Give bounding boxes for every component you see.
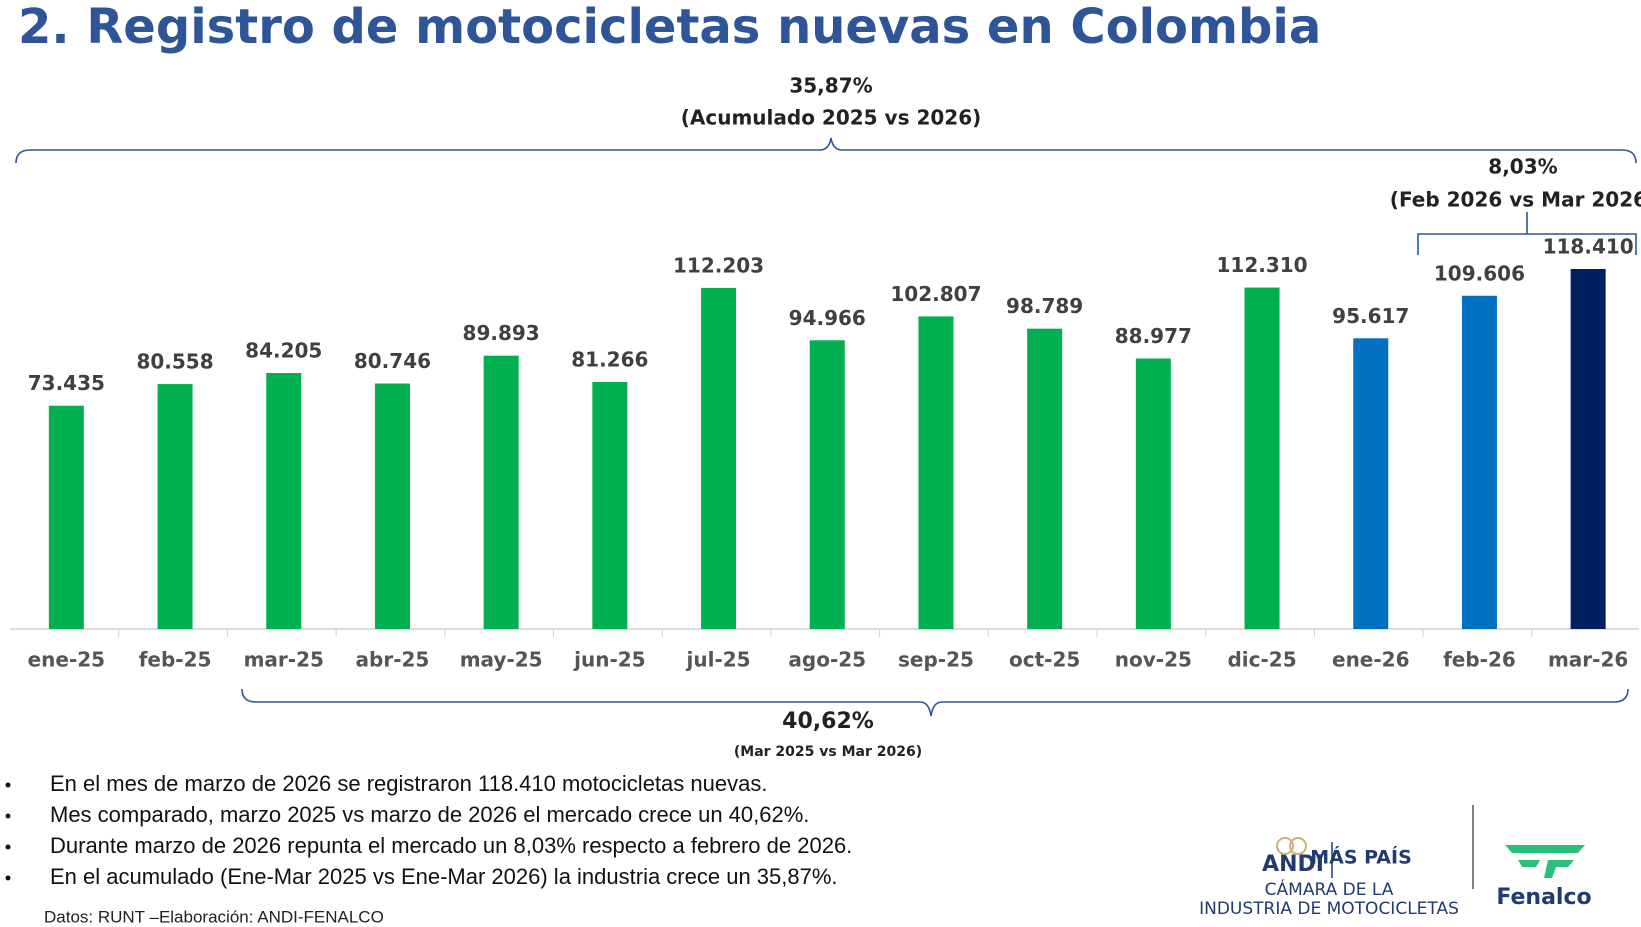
x-tick-label: may-25 — [460, 648, 543, 672]
x-tick-label: dic-25 — [1227, 648, 1296, 672]
x-tick-label: nov-25 — [1115, 648, 1192, 672]
annotation-note: (Mar 2025 vs Mar 2026) — [734, 744, 922, 760]
x-tick-label: ene-25 — [28, 648, 106, 672]
bar — [1461, 295, 1497, 629]
annotation-value: 35,87% — [789, 74, 872, 98]
logo-caption: INDUSTRIA DE MOTOCICLETAS — [1199, 899, 1459, 919]
value-label: 84.205 — [245, 338, 322, 362]
x-tick-label: oct-25 — [1009, 648, 1080, 672]
x-tick-label: feb-25 — [139, 648, 212, 672]
x-tick-label: mar-25 — [244, 648, 324, 672]
bar — [1570, 269, 1606, 629]
brace — [15, 137, 1637, 164]
slide-title: 2. Registro de motocicletas nuevas en Co… — [18, 0, 1321, 55]
value-label: 89.893 — [463, 321, 540, 345]
bar — [1135, 358, 1171, 629]
brace — [241, 688, 1629, 717]
bullet-dot — [5, 875, 11, 881]
bar — [374, 383, 410, 629]
bullet-dot — [5, 782, 11, 788]
value-label: 98.789 — [1006, 294, 1083, 318]
bar — [809, 340, 845, 629]
bar — [1027, 328, 1063, 629]
bullet-dot — [5, 813, 11, 819]
value-label: 94.966 — [789, 306, 866, 330]
logo-caption: CÁMARA DE LA — [1265, 878, 1394, 900]
brace — [1417, 212, 1637, 255]
bar — [483, 355, 519, 629]
bullet-text: En el mes de marzo de 2026 se registraro… — [50, 771, 767, 796]
bullet-text: En el acumulado (Ene-Mar 2025 vs Ene-Mar… — [50, 864, 838, 889]
bullet-list: En el mes de marzo de 2026 se registraro… — [5, 771, 852, 889]
logo-icon — [1289, 837, 1307, 855]
logo-icon — [1276, 837, 1294, 855]
source: Datos: RUNT –Elaboración: ANDI-FENALCO — [44, 907, 384, 926]
bar — [157, 384, 193, 629]
bar — [701, 287, 737, 629]
bar — [918, 316, 954, 629]
value-label: 80.746 — [354, 349, 431, 373]
value-label: 81.266 — [571, 347, 648, 371]
value-label: 112.203 — [673, 253, 764, 277]
bullet-text: Mes comparado, marzo 2025 vs marzo de 20… — [50, 802, 809, 827]
value-label: 102.807 — [890, 282, 981, 306]
x-tick-label: sep-25 — [898, 648, 974, 672]
value-label: 73.435 — [28, 371, 105, 395]
value-label: 80.558 — [136, 350, 213, 374]
logo-mas-pais: MÁS PAÍS — [1310, 846, 1412, 869]
value-label: 95.617 — [1332, 304, 1409, 328]
bar — [48, 405, 84, 629]
bar — [592, 381, 628, 629]
bar — [1353, 338, 1389, 629]
annotation-value: 40,62% — [782, 709, 874, 734]
x-tick-label: ago-25 — [788, 648, 866, 672]
x-tick-label: abr-25 — [356, 648, 430, 672]
bullet-text: Durante marzo de 2026 repunta el mercado… — [50, 833, 852, 858]
logo-andi: ANDI — [1262, 852, 1324, 877]
x-tick-label: jul-25 — [686, 648, 751, 672]
annotation-note: (Feb 2026 vs Mar 2026) — [1390, 188, 1641, 212]
bar — [266, 372, 302, 629]
value-label: 109.606 — [1434, 261, 1525, 285]
logo-fenalco-icon — [1505, 845, 1585, 878]
value-label: 88.977 — [1115, 324, 1192, 348]
x-tick-label: feb-26 — [1443, 648, 1516, 672]
annotation-note: (Acumulado 2025 vs 2026) — [681, 106, 982, 130]
bullet-dot — [5, 844, 11, 850]
logo-fenalco: Fenalco — [1496, 885, 1591, 910]
x-tick-label: ene-26 — [1332, 648, 1410, 672]
x-tick-label: mar-26 — [1548, 648, 1628, 672]
annotation-value: 8,03% — [1488, 155, 1557, 179]
value-label: 118.410 — [1543, 235, 1634, 259]
bar — [1244, 287, 1280, 629]
x-tick-label: jun-25 — [573, 648, 645, 672]
value-label: 112.310 — [1217, 253, 1308, 277]
